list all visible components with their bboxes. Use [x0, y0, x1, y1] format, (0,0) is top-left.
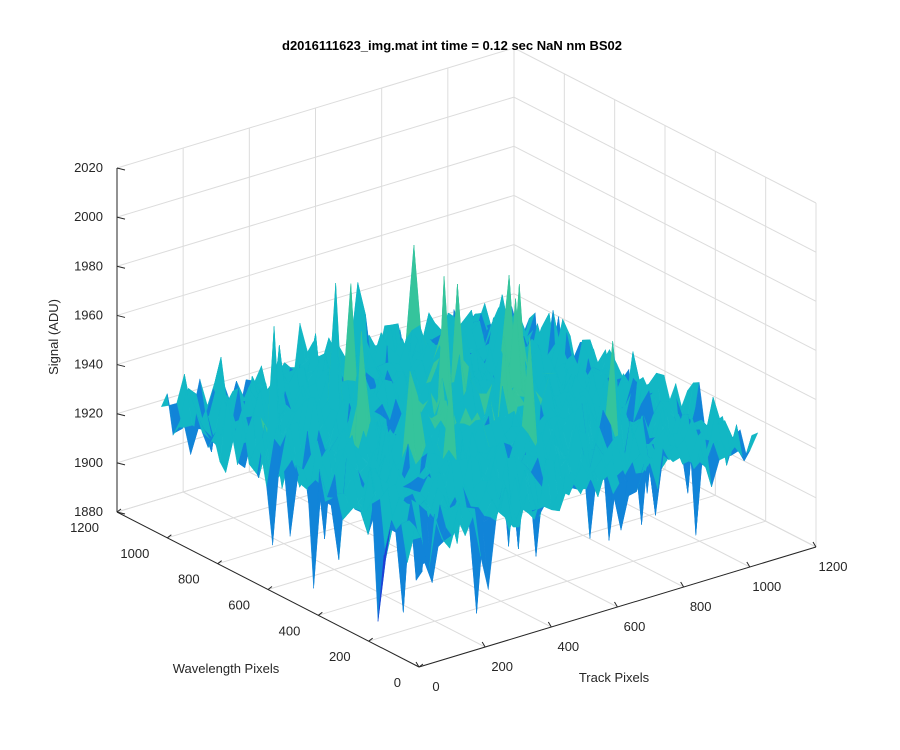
x-tick-mark	[415, 661, 420, 668]
z-tick-mark	[116, 167, 126, 171]
y-tick-mark	[167, 534, 172, 539]
x-tick-mark	[812, 541, 817, 548]
y-tick-label: 400	[279, 623, 301, 638]
x-tick-mark	[614, 601, 618, 608]
x-tick-mark	[547, 621, 552, 628]
side-wall-grid-line	[513, 47, 817, 204]
side-wall-grid-line	[513, 96, 817, 253]
surface-plot	[160, 245, 759, 622]
x-tick-label: 1000	[752, 579, 781, 594]
floor-grid-line	[368, 520, 766, 642]
x-tick-label: 200	[491, 659, 513, 674]
y-tick-mark	[368, 637, 373, 642]
z-tick-mark	[116, 462, 126, 466]
x-tick-label: 800	[690, 599, 712, 614]
x-axis-label: Track Pixels	[579, 670, 650, 685]
tick-labels: 0 200 400 600 800 1000 1200 0 200 400 600 800 1000 12…	[70, 160, 847, 694]
x-tick-label: 600	[624, 619, 646, 634]
x-tick-mark	[680, 581, 685, 588]
y-tick-label: 0	[394, 675, 401, 690]
y-tick-mark	[116, 508, 122, 513]
z-tick-mark	[116, 216, 126, 220]
z-axis-label: Signal (ADU)	[46, 299, 61, 375]
x-tick-label: 0	[432, 679, 439, 694]
y-axis-label: Wavelength Pixels	[173, 661, 280, 676]
x-tick-mark	[746, 561, 751, 568]
y-tick-mark	[217, 560, 222, 565]
z-tick-mark	[116, 364, 126, 368]
y-tick-mark	[267, 586, 273, 590]
y-tick-label: 200	[329, 649, 351, 664]
floor-grid-line	[318, 494, 716, 616]
z-tick-label: 1900	[74, 455, 103, 470]
z-tick-label: 1960	[74, 307, 103, 322]
y-tick-label: 1000	[120, 546, 149, 561]
z-tick-mark	[116, 413, 126, 417]
axes-lines	[116, 167, 817, 668]
x-tick-label: 1200	[819, 559, 848, 574]
back-wall-grid-line	[116, 145, 515, 267]
x-tick-label: 400	[557, 639, 579, 654]
y-tick-label: 1200	[70, 520, 99, 535]
side-wall-grid-line	[513, 244, 817, 401]
back-wall-grid-line	[116, 194, 515, 316]
chart-title: d2016111623_img.mat int time = 0.12 sec …	[282, 38, 622, 53]
side-wall-grid-line	[513, 293, 817, 450]
side-wall-grid-line	[513, 194, 817, 351]
y-tick-label: 800	[178, 572, 200, 587]
back-wall-grid-line	[116, 244, 515, 366]
z-tick-mark	[116, 314, 126, 318]
x-tick-mark	[481, 641, 486, 648]
y-tick-mark	[318, 611, 323, 616]
back-wall-grid-line	[116, 47, 515, 169]
y-tick-mark	[418, 663, 424, 668]
z-tick-label: 1880	[74, 504, 103, 519]
z-tick-label: 1940	[74, 357, 103, 372]
z-tick-label: 2000	[74, 209, 103, 224]
z-tick-label: 1920	[74, 406, 103, 421]
z-tick-label: 1980	[74, 258, 103, 273]
y-tick-label: 600	[228, 598, 250, 613]
z-tick-mark	[116, 511, 126, 515]
back-wall-grid-line	[116, 96, 515, 218]
z-tick-mark	[116, 265, 126, 269]
z-tick-label: 2020	[74, 160, 103, 175]
surface-patch	[412, 537, 427, 567]
side-wall-grid-line	[513, 145, 817, 302]
